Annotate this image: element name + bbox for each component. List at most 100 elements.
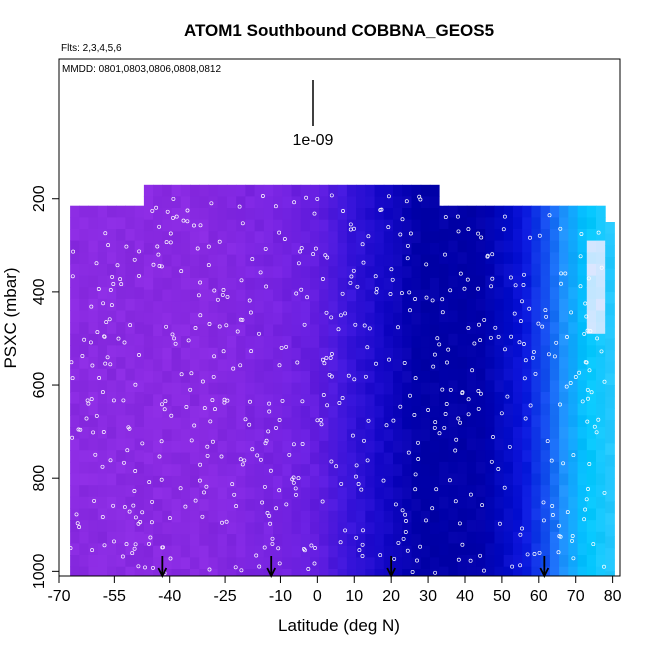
heatmap-cell — [107, 473, 117, 486]
heatmap-cell — [549, 427, 560, 440]
heatmap-cell — [254, 464, 265, 477]
heatmap-cell — [282, 382, 292, 395]
heatmap-cell — [356, 545, 366, 558]
heatmap-cell — [125, 368, 136, 381]
heatmap-cell — [337, 452, 348, 465]
heatmap-cell — [300, 394, 311, 407]
heatmap-cell — [226, 464, 237, 477]
data-point — [329, 193, 334, 198]
heatmap-cell — [88, 531, 99, 544]
data-point — [192, 423, 197, 428]
heatmap-cell — [466, 520, 477, 533]
heatmap-cell — [263, 277, 274, 290]
data-point — [181, 218, 186, 223]
heatmap-cell — [171, 266, 182, 279]
heatmap-cell — [374, 557, 385, 570]
data-point — [585, 387, 590, 392]
heatmap-cell — [310, 324, 320, 337]
data-point — [404, 199, 409, 204]
data-point — [183, 504, 188, 509]
data-point — [215, 297, 220, 302]
heatmap-cell — [263, 557, 274, 570]
heatmap-cell — [263, 359, 274, 372]
heatmap-cell — [282, 499, 292, 512]
heatmap-cell — [236, 266, 246, 279]
heatmap-cell — [143, 382, 154, 395]
heatmap-cell — [577, 520, 588, 533]
data-point — [225, 294, 230, 299]
data-point — [213, 407, 217, 412]
heatmap-cell — [254, 522, 265, 535]
data-point — [294, 492, 298, 497]
heatmap-cell — [116, 217, 126, 230]
heatmap-cell — [429, 231, 440, 244]
data-point — [482, 568, 486, 573]
data-point — [329, 352, 334, 356]
heatmap-cell — [559, 275, 569, 288]
data-point — [478, 553, 483, 558]
heatmap-cell — [559, 287, 569, 300]
heatmap-cell — [485, 275, 495, 288]
data-point — [293, 486, 298, 491]
heatmap-cell — [153, 371, 163, 384]
heatmap-cell — [310, 464, 320, 477]
heatmap-cell — [605, 420, 615, 433]
data-point — [398, 404, 403, 409]
heatmap-cell — [273, 347, 283, 360]
heatmap-cell — [134, 555, 145, 568]
heatmap-cell — [411, 499, 422, 512]
heatmap-cell — [226, 371, 237, 384]
heatmap-cell — [263, 475, 274, 488]
heatmap-cell — [476, 531, 486, 544]
heatmap-cell — [263, 219, 274, 232]
heatmap-cell — [559, 310, 569, 323]
heatmap-cell — [310, 394, 320, 407]
data-point — [584, 497, 589, 502]
heatmap-cell — [199, 289, 209, 302]
heatmap-cell — [457, 485, 468, 498]
data-point — [231, 366, 236, 371]
heatmap-cell — [476, 415, 486, 428]
heatmap-cell — [273, 301, 283, 314]
heatmap-cell — [171, 208, 182, 221]
heatmap-cell — [273, 196, 283, 209]
heatmap-cell — [374, 196, 385, 209]
heatmap-cell — [245, 347, 256, 360]
heatmap-cell — [549, 380, 560, 393]
heatmap-cell — [171, 243, 182, 256]
data-point — [489, 284, 494, 289]
heatmap-cell — [605, 222, 615, 235]
heatmap-cell — [346, 569, 357, 576]
heatmap-cell — [374, 510, 385, 523]
data-point — [549, 458, 554, 463]
heatmap-cell — [153, 359, 163, 372]
heatmap-cell — [300, 196, 311, 209]
heatmap-cell — [143, 277, 154, 290]
data-point — [583, 301, 588, 306]
heatmap-cell — [107, 205, 117, 218]
heatmap-cell — [337, 464, 348, 477]
data-point — [320, 357, 325, 362]
heatmap-cell — [254, 359, 265, 372]
heatmap-cell — [88, 392, 99, 405]
heatmap-cell — [217, 429, 228, 442]
data-point — [300, 442, 305, 446]
heatmap-cell — [568, 485, 578, 498]
heatmap-cell — [402, 266, 412, 279]
heatmap-cell — [180, 522, 191, 535]
data-point — [595, 336, 600, 341]
heatmap-cell — [97, 403, 108, 416]
heatmap-cell — [125, 322, 136, 335]
heatmap-cell — [540, 357, 551, 370]
heatmap-cell — [143, 243, 154, 256]
heatmap-cell — [190, 336, 200, 349]
heatmap-cell — [162, 557, 172, 570]
heatmap-cell — [540, 450, 551, 463]
data-point — [408, 308, 412, 313]
scale-label: 1e-09 — [293, 132, 334, 149]
heatmap-cell — [180, 382, 191, 395]
heatmap-cell — [162, 406, 172, 419]
heatmap-cell — [282, 487, 292, 500]
heatmap-cell — [254, 417, 265, 430]
heatmap-cell — [328, 382, 339, 395]
